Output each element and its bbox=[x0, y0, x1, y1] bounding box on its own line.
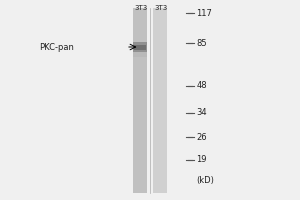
Text: 19: 19 bbox=[196, 156, 207, 164]
Bar bbox=[133, 8, 147, 193]
Text: 117: 117 bbox=[196, 8, 212, 18]
Text: 26: 26 bbox=[196, 132, 207, 142]
Bar bbox=[133, 52, 147, 57]
Bar bbox=[153, 8, 167, 193]
Text: 85: 85 bbox=[196, 38, 207, 47]
Text: 3T3: 3T3 bbox=[154, 5, 168, 11]
Text: PKC-pan: PKC-pan bbox=[39, 43, 74, 51]
Text: 3T3: 3T3 bbox=[134, 5, 148, 11]
Bar bbox=[133, 42, 147, 52]
Text: 48: 48 bbox=[196, 82, 207, 90]
Bar bbox=[134, 45, 146, 49]
Text: (kD): (kD) bbox=[196, 176, 214, 184]
Text: 34: 34 bbox=[196, 108, 207, 117]
